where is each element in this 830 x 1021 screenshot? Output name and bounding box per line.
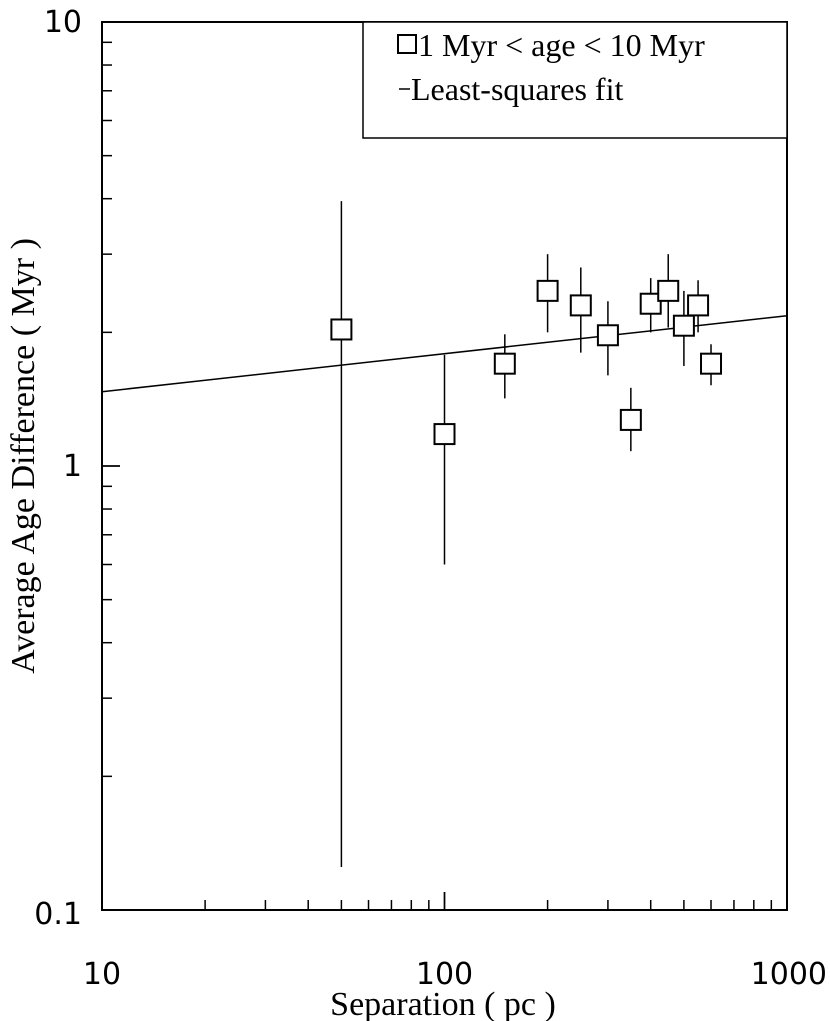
data-point [700, 352, 723, 375]
legend-marker-square [397, 34, 417, 54]
y-axis-title: Average Age Difference ( Myr ) [5, 238, 42, 674]
data-point [493, 352, 516, 375]
data-point [687, 294, 710, 317]
error-bars [340, 201, 712, 867]
tick-labels: 10 100 1000 0.1 1 10 [34, 5, 827, 992]
x-tick-label: 100 [416, 957, 473, 992]
data-point [672, 314, 695, 337]
legend: 1 Myr < age < 10 Myr Least-squares fit [362, 21, 788, 139]
y-tick-label: 10 [44, 5, 82, 40]
data-point [596, 324, 619, 347]
y-tick-label: 0.1 [34, 897, 82, 932]
data-point [536, 279, 559, 302]
legend-box [362, 21, 788, 139]
x-tick-label: 1000 [751, 957, 827, 992]
data-points [330, 279, 723, 446]
data-point [657, 279, 680, 302]
fit-line [101, 314, 788, 393]
data-point [433, 423, 456, 446]
fit-layer [101, 314, 788, 393]
x-tick-label: 10 [83, 957, 121, 992]
y-tick-label: 1 [63, 449, 82, 484]
data-point [639, 292, 662, 315]
legend-label-fit: Least-squares fit [411, 71, 623, 107]
x-axis-title: Separation ( pc ) [330, 986, 556, 1021]
axis-ticks [101, 21, 788, 911]
data-point [330, 318, 353, 341]
data-point [619, 408, 642, 431]
legend-label-data: 1 Myr < age < 10 Myr [418, 27, 705, 63]
data-point [569, 294, 592, 317]
